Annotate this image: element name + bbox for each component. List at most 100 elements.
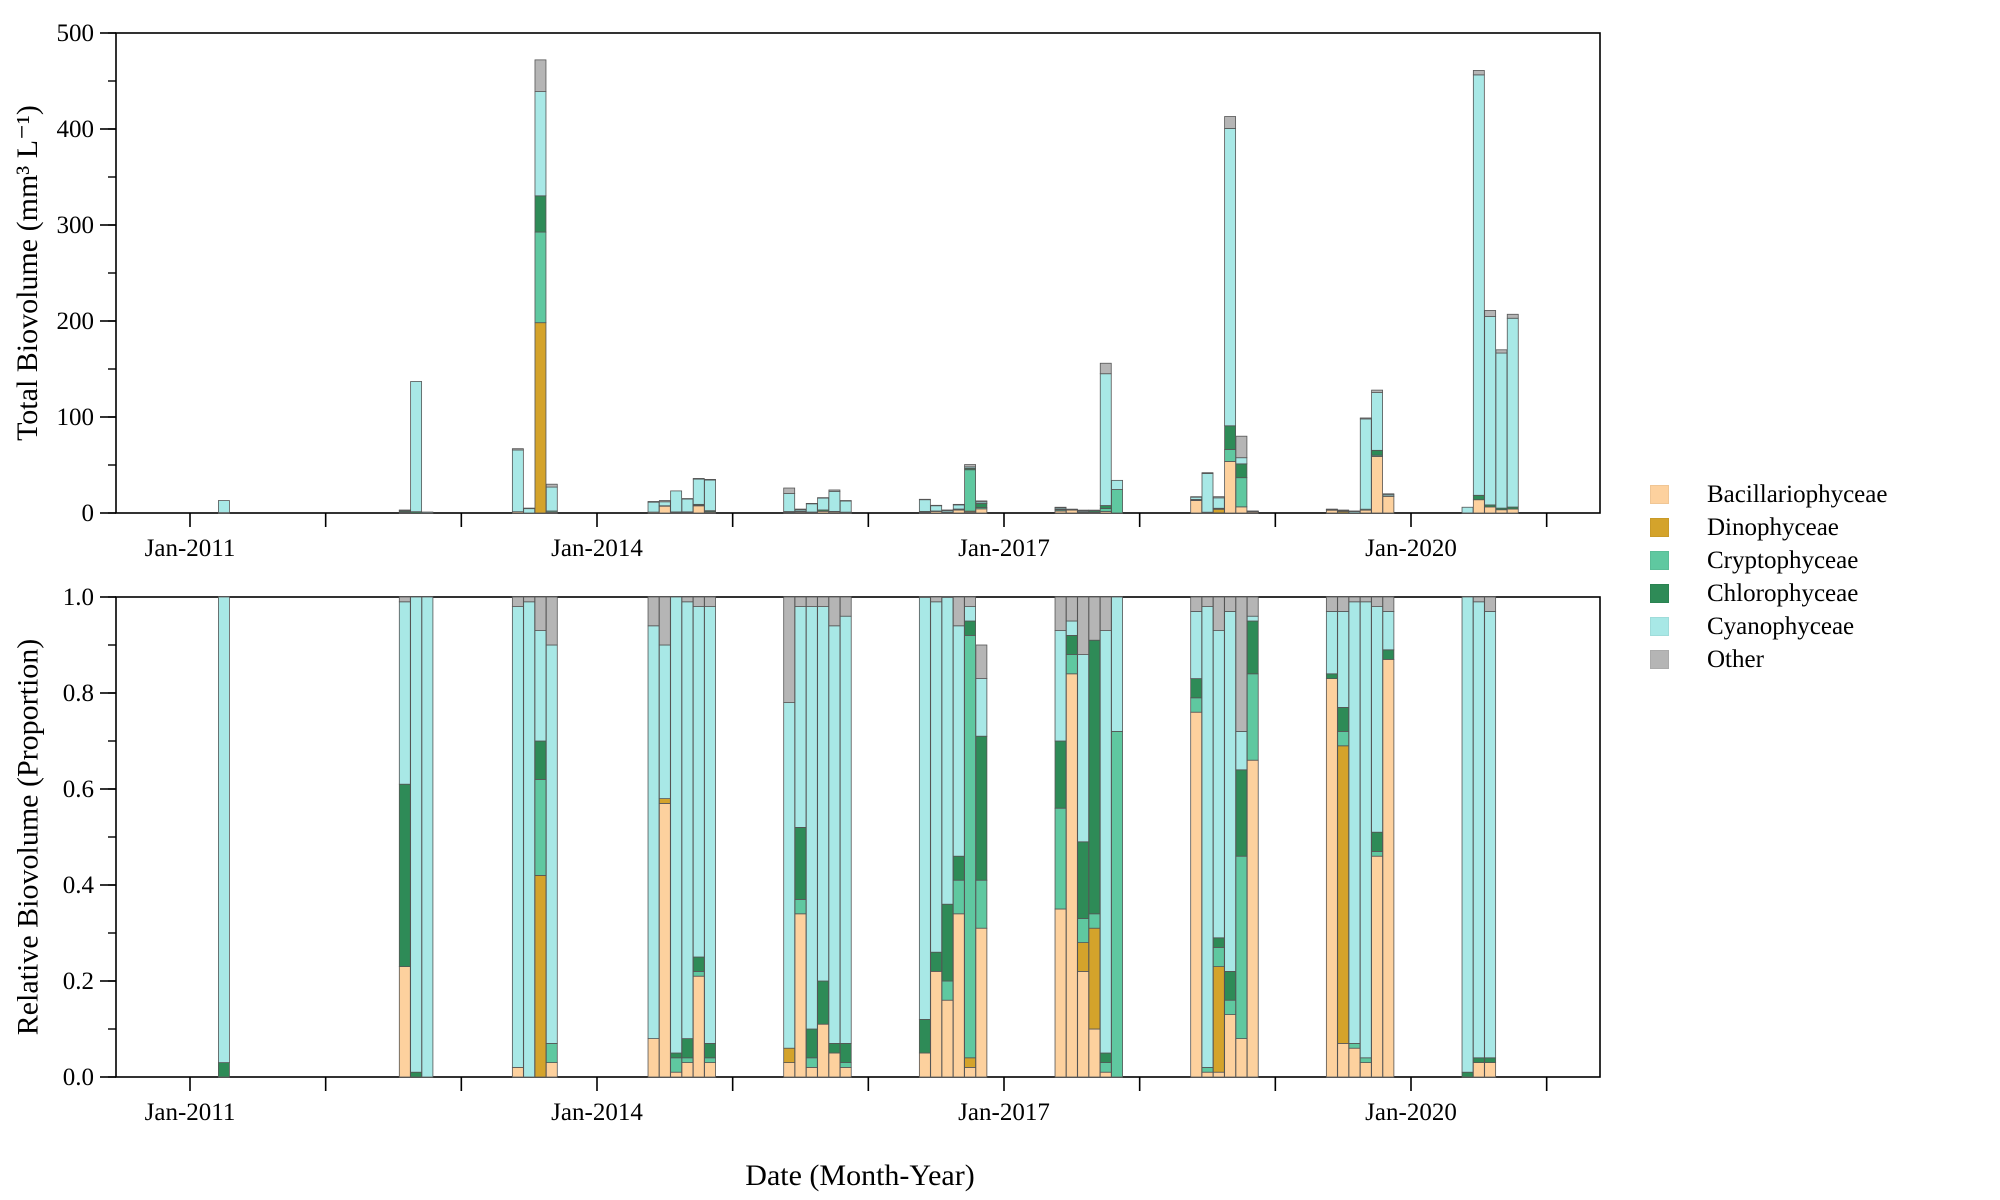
relative-bar-segment	[941, 596, 954, 598]
relative-bar-segment	[1224, 971, 1237, 1001]
bottom-y-axis-label: Relative Biovolume (Proportion)	[10, 638, 44, 1036]
relative-bar-segment	[794, 606, 807, 828]
total-bar-segment	[1111, 479, 1123, 490]
relative-bar-segment	[1337, 731, 1350, 747]
relative-bar-segment	[658, 596, 671, 646]
total-bar-segment	[1212, 497, 1225, 509]
relative-bar-segment	[681, 1038, 694, 1059]
y-tick-label: 0	[82, 500, 95, 527]
relative-bar-segment	[658, 644, 671, 800]
total-bar-segment	[218, 500, 230, 514]
total-bar-segment	[670, 490, 683, 513]
relative-bar-segment	[511, 1067, 524, 1078]
total-bar-segment	[704, 479, 716, 512]
total-bar-segment	[511, 448, 524, 451]
relative-bar-segment	[783, 702, 796, 1049]
total-bar-segment	[975, 503, 988, 508]
total-bar-segment	[828, 490, 841, 512]
total-bar-segment	[1337, 509, 1350, 512]
relative-bar-segment	[523, 601, 536, 1078]
total-bar-segment	[1190, 496, 1203, 498]
total-bar-segment	[681, 498, 694, 500]
relative-bar-segment	[1348, 1047, 1361, 1078]
total-bar-segment	[817, 497, 830, 511]
relative-bar-segment	[828, 596, 841, 627]
relative-bar-segment	[1077, 654, 1090, 843]
total-bar-segment	[1472, 499, 1485, 514]
total-bar-segment	[398, 509, 411, 512]
total-bar-segment	[1371, 449, 1383, 456]
relative-bar-segment	[1371, 855, 1383, 1078]
total-bar-segment	[918, 498, 931, 501]
relative-bar-segment	[1382, 649, 1395, 660]
relative-bar-segment	[975, 927, 988, 1078]
relative-bar-segment	[1212, 596, 1225, 631]
x-tick-label: Jan-2020	[1365, 1099, 1457, 1126]
total-bar-segment	[681, 498, 694, 513]
relative-bar-segment	[941, 596, 954, 905]
relative-bar-segment	[839, 596, 852, 617]
total-bar-segment	[1224, 449, 1237, 462]
relative-bar-segment	[1065, 673, 1078, 1078]
total-bar-segment	[930, 504, 943, 507]
relative-bar-segment	[398, 596, 411, 603]
relative-bar-segment	[839, 1062, 852, 1068]
relative-bar-segment	[794, 827, 807, 900]
total-bar-segment	[1472, 70, 1485, 76]
total-bar-segment	[1099, 362, 1112, 375]
total-bar-segment	[1359, 418, 1372, 510]
legend-label-bacillariophyceae: Bacillariophyceae	[1707, 481, 1888, 508]
legend-label-cyanophyceae: Cyanophyceae	[1707, 613, 1855, 640]
relative-bar-segment	[1246, 596, 1259, 617]
relative-bar-segment	[918, 596, 931, 1020]
total-bar-segment	[692, 478, 705, 480]
total-bar-segment	[658, 500, 671, 503]
legend-label-other: Other	[1707, 646, 1764, 673]
total-bar-segment	[1495, 349, 1508, 354]
relative-bar-segment	[828, 1043, 841, 1054]
relative-bar-segment	[704, 1057, 716, 1064]
total-bar-segment	[1484, 310, 1497, 317]
relative-bar-segment	[1190, 711, 1203, 1078]
relative-bar-segment	[964, 620, 976, 636]
total-bar-segment	[1099, 505, 1112, 509]
total-bar-segment	[1224, 425, 1237, 450]
total-bar-segment	[918, 499, 931, 512]
total-bar-segment	[964, 469, 976, 512]
total-bar-segment	[410, 381, 423, 513]
relative-bar-segment	[534, 740, 547, 780]
relative-bar-segment	[1190, 596, 1203, 612]
total-bar-segment	[523, 507, 536, 510]
relative-bar-segment	[828, 1052, 841, 1078]
relative-bar-segment	[1088, 913, 1101, 929]
relative-bar-segment	[817, 606, 830, 982]
legend-swatch-cryptophyceae	[1650, 551, 1669, 570]
total-bar-segment	[964, 464, 976, 468]
relative-bar-segment	[1099, 1052, 1112, 1063]
relative-bar-segment	[1246, 759, 1259, 1078]
relative-bar-segment	[817, 1023, 830, 1078]
relative-bar-segment	[534, 596, 547, 631]
total-bar-segment	[828, 489, 841, 492]
total-bar-segment	[1212, 496, 1225, 499]
relative-bar-segment	[1359, 601, 1372, 1059]
relative-bar-segment	[398, 601, 411, 785]
relative-bar-segment	[952, 625, 965, 857]
relative-bar-segment	[658, 803, 671, 1078]
relative-bar-segment	[1088, 1028, 1101, 1078]
relative-bar-segment	[1201, 1071, 1214, 1078]
total-bar-segment	[975, 500, 988, 503]
relative-bar-segment	[1371, 596, 1383, 608]
total-bar-segment	[1235, 477, 1248, 508]
x-tick-label: Jan-2020	[1365, 535, 1457, 562]
total-bar-segment	[805, 503, 818, 513]
total-bar-segment	[975, 508, 988, 514]
relative-bar-segment	[1359, 596, 1372, 603]
relative-bar-segment	[1246, 615, 1259, 622]
relative-bar-segment	[930, 601, 943, 953]
relative-bar-segment	[1325, 678, 1338, 1078]
relative-bar-segment	[1472, 596, 1485, 603]
relative-bar-segment	[692, 606, 705, 958]
relative-bar-segment	[1461, 596, 1474, 1073]
relative-bar-segment	[545, 644, 558, 1044]
